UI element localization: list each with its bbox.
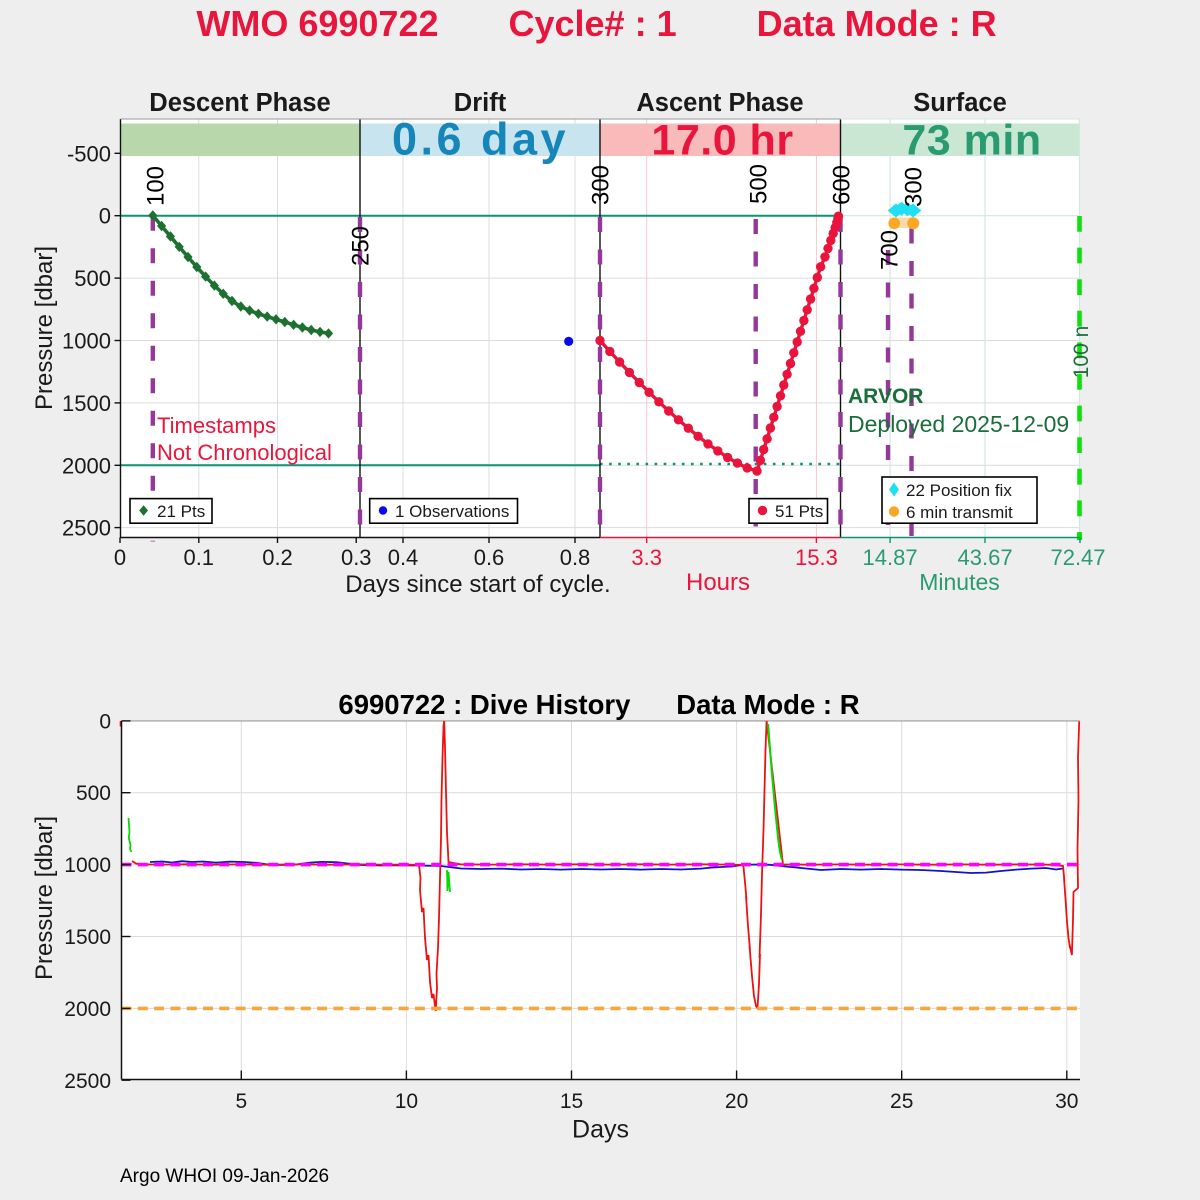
svg-text:0.2: 0.2 bbox=[262, 545, 293, 570]
svg-text:72.47: 72.47 bbox=[1050, 545, 1105, 570]
svg-text:100 n: 100 n bbox=[1070, 326, 1093, 379]
svg-text:Descent Phase: Descent Phase bbox=[149, 89, 330, 117]
svg-text:Deployed 2025-12-09: Deployed 2025-12-09 bbox=[848, 411, 1069, 437]
svg-text:ARVOR: ARVOR bbox=[848, 385, 923, 408]
svg-text:51 Pts: 51 Pts bbox=[775, 502, 823, 521]
svg-text:Hours: Hours bbox=[686, 569, 750, 596]
svg-text:300: 300 bbox=[588, 165, 615, 205]
svg-text:Not Chronological: Not Chronological bbox=[157, 440, 332, 465]
svg-text:2000: 2000 bbox=[64, 998, 111, 1021]
svg-text:Days: Days bbox=[572, 1116, 629, 1144]
svg-text:0.1: 0.1 bbox=[183, 545, 214, 570]
svg-text:500: 500 bbox=[76, 782, 111, 805]
svg-text:15.3: 15.3 bbox=[795, 545, 838, 570]
svg-text:1000: 1000 bbox=[64, 854, 111, 877]
svg-text:0.3: 0.3 bbox=[341, 545, 372, 570]
svg-text:0.4: 0.4 bbox=[388, 545, 419, 570]
svg-text:15: 15 bbox=[560, 1090, 583, 1113]
svg-text:1000: 1000 bbox=[62, 328, 111, 353]
svg-text:6 min transmit: 6 min transmit bbox=[906, 503, 1013, 522]
svg-text:700: 700 bbox=[877, 230, 904, 270]
svg-text:2500: 2500 bbox=[62, 516, 111, 541]
svg-text:Days since start of cycle.: Days since start of cycle. bbox=[345, 571, 610, 598]
svg-text:0.6: 0.6 bbox=[474, 545, 505, 570]
svg-text:22 Position fix: 22 Position fix bbox=[906, 481, 1012, 500]
svg-text:600: 600 bbox=[829, 165, 856, 205]
svg-text:6990722 : Dive History Da: 6990722 : Dive History Data Mode : R bbox=[338, 689, 859, 720]
svg-text:Pressure [dbar]: Pressure [dbar] bbox=[31, 816, 58, 980]
svg-text:300: 300 bbox=[901, 167, 928, 207]
svg-text:0.6 day: 0.6 day bbox=[392, 114, 569, 165]
svg-text:73 min: 73 min bbox=[902, 117, 1041, 165]
svg-text:10: 10 bbox=[395, 1090, 418, 1113]
svg-text:Argo WHOI 09-Jan-2026: Argo WHOI 09-Jan-2026 bbox=[120, 1166, 329, 1187]
svg-text:30: 30 bbox=[1055, 1090, 1078, 1113]
svg-text:250: 250 bbox=[348, 226, 375, 266]
svg-text:100: 100 bbox=[143, 166, 170, 206]
svg-text:Ascent Phase: Ascent Phase bbox=[636, 89, 803, 117]
svg-text:2000: 2000 bbox=[62, 453, 111, 478]
svg-text:Minutes: Minutes bbox=[919, 569, 1000, 595]
svg-text:500: 500 bbox=[746, 164, 773, 204]
svg-text:Surface: Surface bbox=[913, 89, 1007, 117]
svg-text:-500: -500 bbox=[67, 141, 111, 166]
svg-text:0.8: 0.8 bbox=[560, 545, 591, 570]
svg-text:5: 5 bbox=[235, 1090, 247, 1113]
svg-text:25: 25 bbox=[890, 1090, 913, 1113]
svg-text:0: 0 bbox=[114, 545, 126, 570]
svg-text:14.87: 14.87 bbox=[863, 545, 918, 570]
svg-text:500: 500 bbox=[74, 266, 111, 291]
svg-text:20: 20 bbox=[725, 1090, 748, 1113]
svg-text:2500: 2500 bbox=[64, 1070, 111, 1093]
svg-text:17.0 hr: 17.0 hr bbox=[651, 117, 793, 165]
svg-text:0: 0 bbox=[99, 204, 111, 229]
svg-text:1 Observations: 1 Observations bbox=[395, 502, 509, 521]
svg-text:3.3: 3.3 bbox=[631, 545, 662, 570]
svg-text:21 Pts: 21 Pts bbox=[157, 502, 205, 521]
svg-text:Drift: Drift bbox=[454, 89, 507, 117]
svg-text:1500: 1500 bbox=[64, 926, 111, 949]
svg-text:Pressure [dbar]: Pressure [dbar] bbox=[31, 246, 58, 410]
svg-text:Timestamps: Timestamps bbox=[157, 413, 276, 438]
svg-text:0: 0 bbox=[99, 710, 111, 733]
svg-text:43.67: 43.67 bbox=[958, 545, 1013, 570]
svg-text:1500: 1500 bbox=[62, 391, 111, 416]
svg-text:WMO 6990722 Cycle# : 1: WMO 6990722 Cycle# : 1 Data Mode : R bbox=[196, 3, 996, 44]
